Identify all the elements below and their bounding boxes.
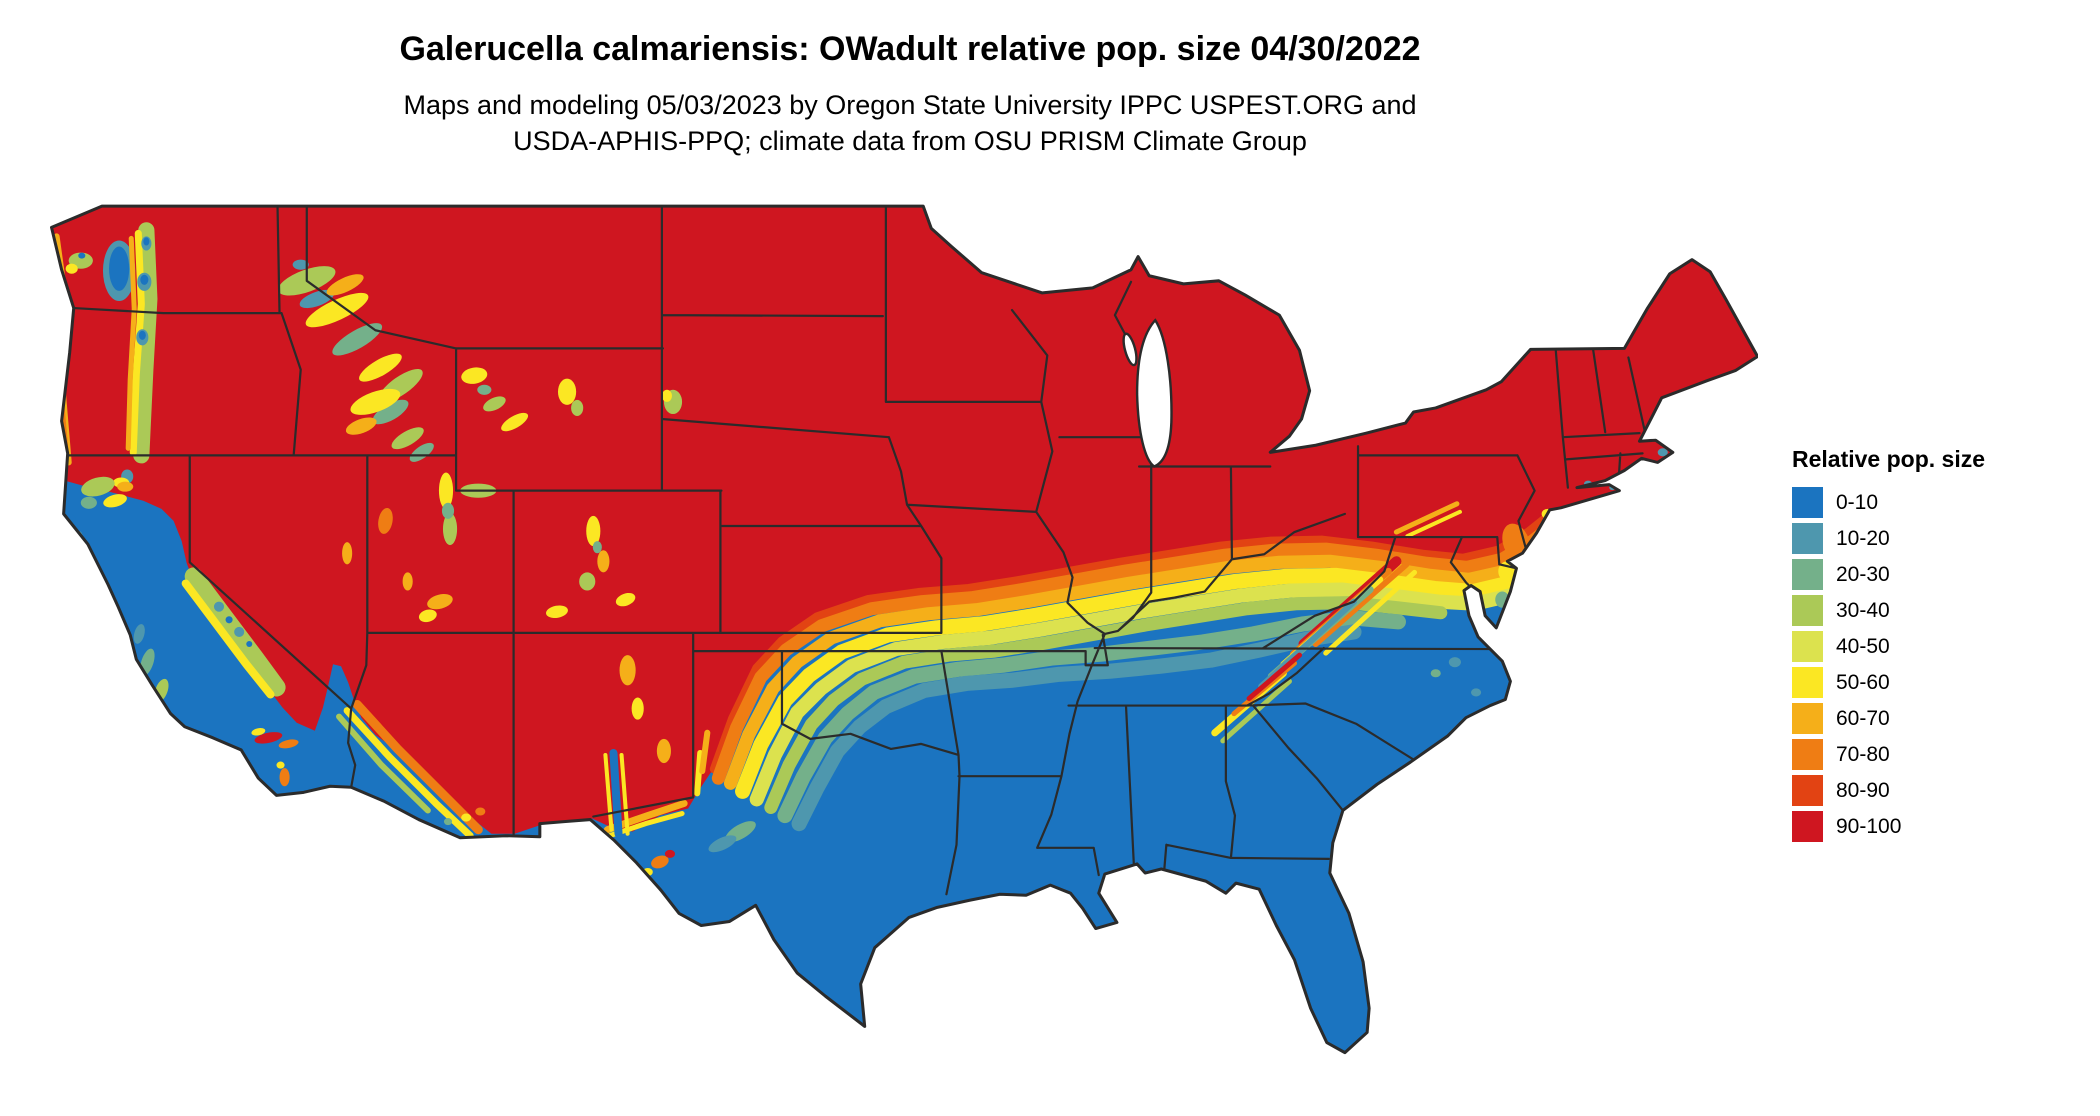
- legend-item-label: 90-100: [1836, 814, 1902, 838]
- page-title: Galerucella calmariensis: OWadult relati…: [399, 30, 1421, 68]
- legend-item: 30-40: [1792, 595, 1985, 626]
- green-bay: [1122, 332, 1138, 367]
- southwest-transition: [336, 700, 756, 877]
- legend-item-label: 10-20: [1836, 526, 1890, 550]
- legend-color-swatch: [1792, 739, 1823, 770]
- map-header: Galerucella calmariensis: OWadult relati…: [0, 30, 1820, 160]
- legend-color-swatch: [1792, 775, 1823, 806]
- us-outline: [50, 204, 1758, 1055]
- legend-item: 90-100: [1792, 811, 1985, 842]
- legend-color-swatch: [1792, 811, 1823, 842]
- legend-item-label: 50-60: [1836, 670, 1890, 694]
- state-borders: [61, 206, 1646, 896]
- subtitle-line-2: USDA-APHIS-PPQ; climate data from OSU PR…: [513, 126, 1307, 157]
- western-terrain-mottle: [53, 222, 683, 787]
- legend-item: 10-20: [1792, 523, 1985, 554]
- legend-item: 50-60: [1792, 667, 1985, 698]
- lake-michigan: [1135, 318, 1173, 468]
- legend-color-swatch: [1792, 595, 1823, 626]
- legend-item-label: 60-70: [1836, 706, 1890, 730]
- legend-color-swatch: [1792, 559, 1823, 590]
- legend-item-label: 80-90: [1836, 778, 1890, 802]
- legend-item: 60-70: [1792, 703, 1985, 734]
- us-map: [42, 188, 1758, 1096]
- great-lakes: [1122, 318, 1173, 468]
- legend-item: 0-10: [1792, 487, 1985, 518]
- legend-item-label: 20-30: [1836, 562, 1890, 586]
- legend-item-label: 30-40: [1836, 598, 1890, 622]
- legend-item-label: 0-10: [1836, 490, 1879, 514]
- legend-color-swatch: [1792, 703, 1823, 734]
- legend-item-label: 40-50: [1836, 634, 1890, 658]
- subtitle-line-1: Maps and modeling 05/03/2023 by Oregon S…: [403, 90, 1417, 120]
- legend-item: 40-50: [1792, 631, 1985, 662]
- legend-color-swatch: [1792, 667, 1823, 698]
- legend-item: 20-30: [1792, 559, 1985, 590]
- page-subtitle: Maps and modeling 05/03/2023 by Oregon S…: [0, 87, 1820, 160]
- legend-color-swatch: [1792, 631, 1823, 662]
- legend-color-swatch: [1792, 487, 1823, 518]
- legend-color-swatch: [1792, 523, 1823, 554]
- us-map-svg: [50, 204, 1758, 1055]
- legend-item: 70-80: [1792, 739, 1985, 770]
- map-legend: Relative pop. size 0-10 10-20 20-30 30-4…: [1792, 446, 1985, 847]
- map-raster-layers: [51, 206, 1758, 1053]
- legend-item: 80-90: [1792, 775, 1985, 806]
- legend-title: Relative pop. size: [1792, 446, 1986, 472]
- legend-item-label: 70-80: [1836, 742, 1890, 766]
